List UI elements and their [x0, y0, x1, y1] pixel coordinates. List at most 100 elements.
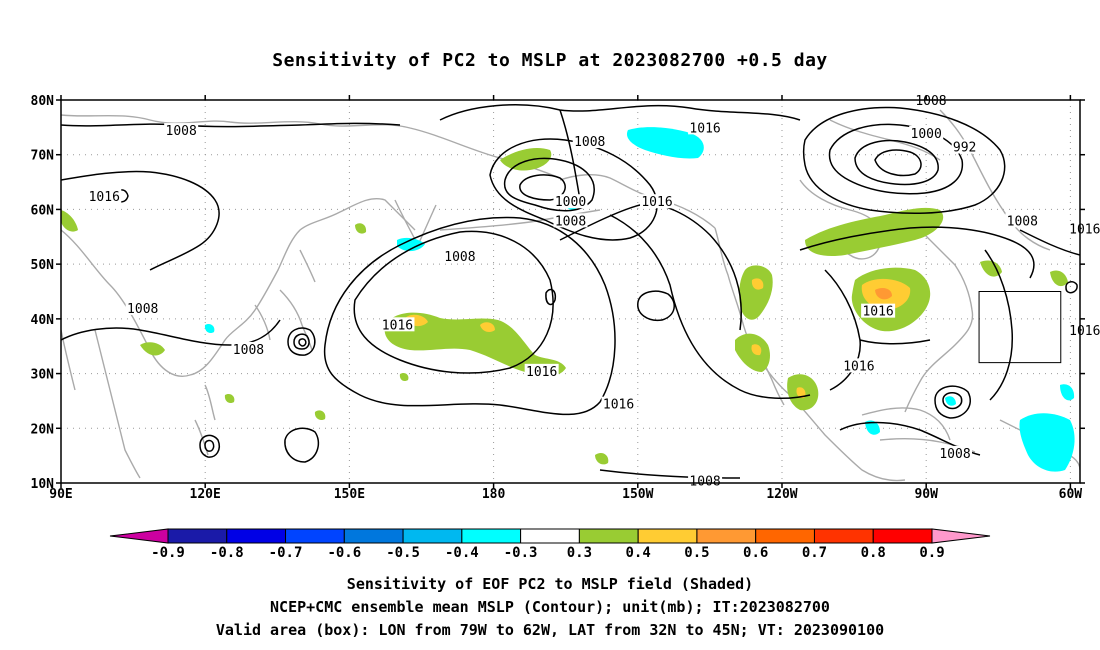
contour-label: 1008 — [1007, 214, 1038, 229]
contour-label: 1000 — [911, 127, 942, 142]
contour-high-center-1 — [637, 290, 675, 322]
shade-pos-w-pacific — [384, 312, 566, 377]
contour-label-bg — [380, 317, 415, 332]
contour-1008-asia-north — [61, 122, 401, 128]
coastline-asia — [61, 198, 416, 377]
contour-label-bg — [861, 303, 896, 318]
contour-label: 1008 — [939, 447, 970, 462]
shade-neg-beaufort — [626, 127, 704, 159]
contour-tropical-low-atl — [934, 385, 971, 419]
contour-1016-na-ridge — [799, 226, 1035, 279]
caption-contour: NCEP+CMC ensemble mean MSLP (Contour); u… — [270, 598, 830, 616]
colorbar-label: 0.5 — [684, 545, 709, 561]
contour-1016-n-pacific — [353, 230, 554, 374]
contour-1016-atlantic-2 — [1019, 229, 1080, 256]
contour-label-bg — [688, 473, 723, 488]
contour-label-bg — [640, 194, 675, 209]
contour-label: 1016 — [1069, 223, 1100, 238]
contour-mid-pacific-trough — [559, 109, 581, 201]
shade-orange-w-canada — [751, 278, 764, 290]
contour-high-center-2 — [545, 288, 557, 306]
contour-label: 1008 — [555, 214, 586, 229]
contour-label-bg — [1067, 322, 1100, 337]
contour-labels: 1008 1016 1008 1008 1008 1016 1008 1000 1008 1016… — [87, 93, 1100, 489]
lat-label: 30N — [31, 368, 55, 383]
colorbar-segment — [343, 528, 404, 544]
shade-pos-atlantic — [1050, 270, 1068, 287]
colorbar: -0.9 -0.8 -0.7 -0.6 -0.5 -0.4 -0.3 0.3 0.4 0.5 0.6… — [109, 528, 991, 561]
contour-typhoon — [287, 327, 316, 356]
contour-label: 1016 — [603, 398, 634, 413]
contour-label-bg — [164, 123, 199, 138]
coastline-indochina — [94, 329, 141, 479]
contour-label: 1016 — [862, 305, 893, 320]
contour-label: 1016 — [89, 190, 120, 205]
colorbar-label: -0.4 — [445, 545, 479, 561]
lon-label: 90W — [914, 487, 938, 502]
sensitivity-shading — [61, 127, 1075, 472]
contour-label: 1008 — [915, 94, 946, 109]
contour-1016-w-pacific-high — [323, 216, 616, 416]
contour-1016-asia — [61, 170, 220, 271]
contour-label: 1008 — [233, 343, 264, 358]
contour-label-bg — [125, 300, 160, 315]
shade-darkorange-great-lakes — [875, 288, 892, 300]
shade-pos-india — [61, 210, 78, 232]
colorbar-label: 0.3 — [567, 545, 592, 561]
colorbar-label: -0.7 — [269, 545, 303, 561]
lon-label: 150W — [622, 487, 653, 502]
lat-label: 70N — [31, 149, 55, 164]
colorbar-label: 0.7 — [802, 545, 827, 561]
colorbar-segment — [520, 528, 580, 544]
shade-neg-east-atl — [1060, 384, 1075, 401]
colorbar-tip-high — [931, 528, 991, 544]
map-frame — [60, 99, 1081, 484]
contour-label-bg — [909, 125, 944, 140]
contour-label: 1008 — [166, 124, 197, 139]
colorbar-label: 0.4 — [626, 545, 651, 561]
colorbar-segment — [813, 528, 874, 544]
coastline-east-na — [904, 224, 974, 413]
colorbar-segment — [167, 528, 228, 544]
contour-typhoon-2 — [293, 333, 310, 350]
shade-pos-labrador — [980, 260, 1002, 277]
colorbar-tip-low — [109, 528, 169, 544]
map-title: Sensitivity of PC2 to MSLP at 2023082700… — [272, 50, 828, 71]
contour-1000-arctic-low — [828, 123, 964, 195]
coastline-alaska — [559, 173, 716, 229]
contour-1016-east-na — [824, 269, 931, 391]
caption-shading: Sensitivity of EOF PC2 to MSLP field (Sh… — [346, 575, 754, 593]
contour-label-bg — [1005, 213, 1040, 228]
contour-label: 1008 — [574, 135, 605, 150]
colorbar-label: -0.6 — [327, 545, 361, 561]
contour-low-inner-1 — [519, 174, 566, 201]
lat-label: 20N — [31, 422, 55, 437]
contour-1008-arctic-low — [802, 106, 1006, 214]
contour-label-bg — [601, 396, 636, 411]
colorbar-segment — [461, 528, 522, 544]
contour-label: 1008 — [689, 474, 720, 489]
contour-label-bg — [938, 445, 973, 460]
shade-orange-sw-us — [751, 344, 762, 356]
contour-label-bg — [1067, 221, 1100, 236]
shade-pos-w-canada — [739, 265, 773, 320]
contour-label: 1016 — [641, 195, 672, 210]
contour-1000-bering-low — [503, 157, 595, 212]
valid-area-box — [978, 291, 1062, 364]
shade-pos-sw-us — [735, 333, 770, 372]
lat-label: 60N — [31, 203, 55, 218]
contour-scs-low — [199, 434, 220, 458]
contour-992-arctic-low — [854, 139, 939, 186]
lon-label: 120W — [766, 487, 797, 502]
coastline-korea-japan — [254, 249, 316, 351]
contour-label-bg — [841, 358, 876, 373]
lon-label: 120E — [190, 487, 221, 502]
lon-label: 60W — [1059, 487, 1083, 502]
contour-typhoon-3 — [298, 338, 307, 347]
contour-1016-atl-high-small — [1065, 281, 1078, 294]
contour-label-bg — [231, 341, 266, 356]
colorbar-segment — [637, 528, 698, 544]
contour-label-bg — [87, 188, 122, 203]
contour-label-bg — [553, 194, 588, 209]
